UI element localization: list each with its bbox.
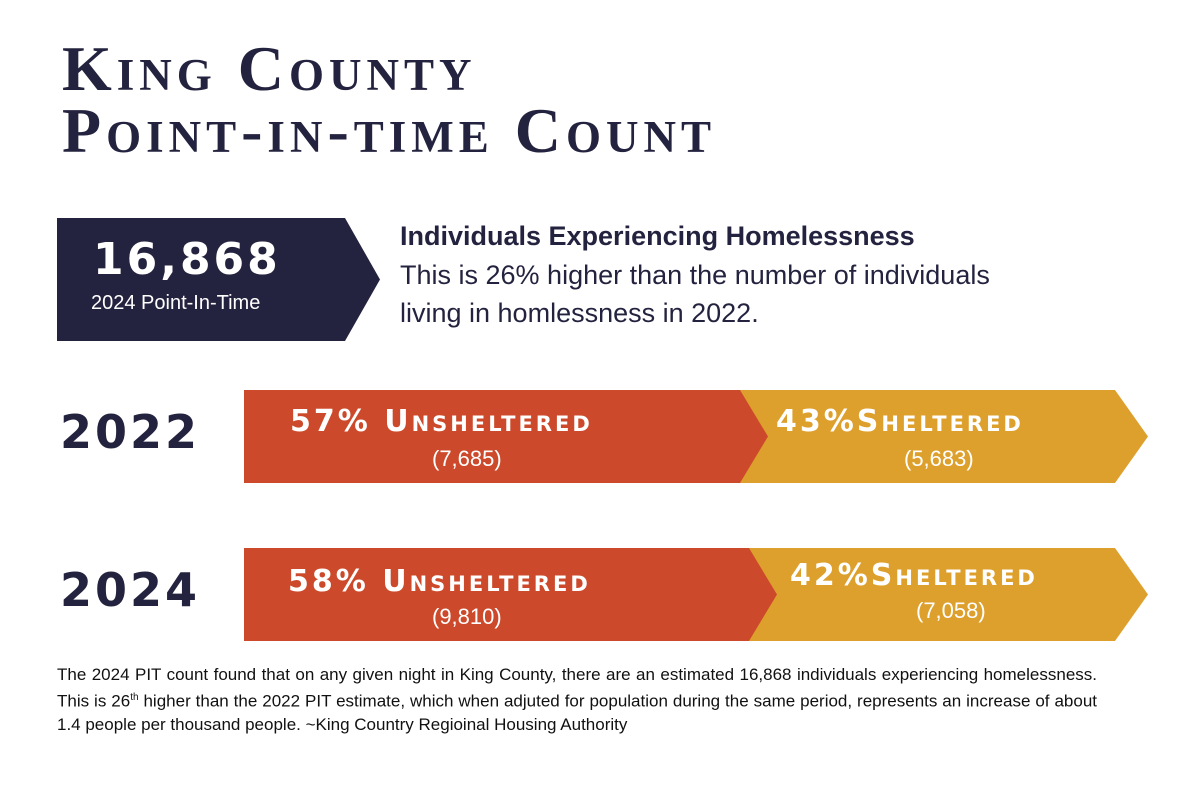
- sheltered-count: (7,058): [916, 598, 986, 623]
- bar-2022: 57% Unsheltered (7,685) 43%Sheltered (5,…: [244, 390, 1148, 483]
- footer-sup: th: [130, 692, 139, 703]
- total-count-badge: 16,868 2024 Point-In-Time: [57, 218, 380, 341]
- total-count: 16,868: [93, 234, 281, 285]
- title-line-2: Point-in-time Count: [62, 95, 717, 166]
- description-text: This is 26% higher than the number of in…: [400, 260, 990, 328]
- year-label-2024: 2024: [60, 563, 201, 617]
- footer-note: The 2024 PIT count found that on any giv…: [57, 663, 1097, 736]
- title-line-1: King County: [62, 33, 477, 104]
- unsheltered-label: 57% Unsheltered: [290, 404, 593, 439]
- page-title: King County Point-in-time Count: [62, 33, 717, 166]
- description: Individuals Experiencing Homelessness Th…: [400, 220, 1020, 332]
- footer-text-2: higher than the 2022 PIT estimate, which…: [57, 691, 1098, 734]
- unsheltered-segment: [244, 548, 777, 641]
- unsheltered-count: (7,685): [432, 446, 502, 471]
- unsheltered-count: (9,810): [432, 604, 502, 629]
- sheltered-label: 43%Sheltered: [776, 404, 1024, 439]
- description-heading: Individuals Experiencing Homelessness: [400, 221, 915, 251]
- bar-2024: 58% Unsheltered (9,810) 42%Sheltered (7,…: [244, 548, 1148, 641]
- unsheltered-segment: [244, 390, 768, 483]
- total-count-label: 2024 Point-In-Time: [91, 292, 261, 314]
- unsheltered-label: 58% Unsheltered: [288, 564, 591, 599]
- sheltered-count: (5,683): [904, 446, 974, 471]
- sheltered-label: 42%Sheltered: [790, 558, 1038, 593]
- year-label-2022: 2022: [60, 405, 201, 459]
- footer-text-1: The 2024 PIT count found that on any giv…: [57, 665, 1097, 711]
